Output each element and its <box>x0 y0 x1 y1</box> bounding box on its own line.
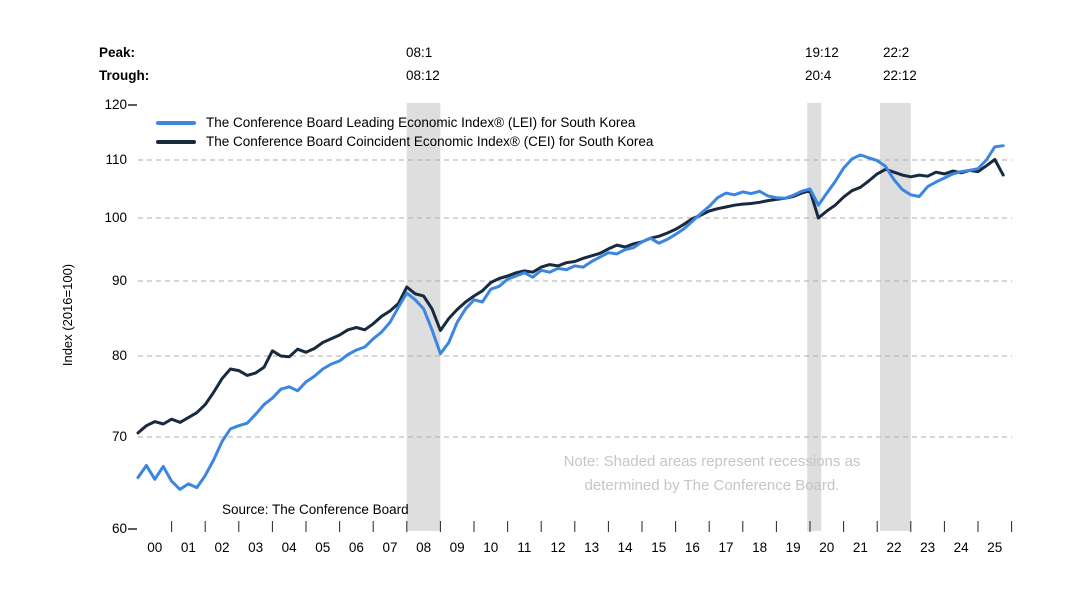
recession-note-line2: determined by The Conference Board. <box>584 476 840 494</box>
x-axis-label-24: 24 <box>953 540 969 555</box>
x-axis-label-06: 06 <box>348 540 364 555</box>
x-axis-label-05: 05 <box>315 540 331 555</box>
x-axis-label-15: 15 <box>651 540 667 555</box>
x-axis-label-19: 19 <box>785 540 801 555</box>
x-axis-label-20: 20 <box>819 540 835 555</box>
x-axis-label-22: 22 <box>886 540 902 555</box>
x-axis-label-07: 07 <box>382 540 398 555</box>
recession-trough-date: 08:12 <box>406 68 440 83</box>
y-axis-label-60: 60 <box>111 521 127 536</box>
lei-line-swatch <box>156 120 196 125</box>
x-axis-label-18: 18 <box>752 540 768 555</box>
y-axis-label-100: 100 <box>104 210 127 225</box>
x-axis-label-23: 23 <box>920 540 936 555</box>
recession-annotation-2008: 08:1 08:12 <box>406 41 440 87</box>
legend-row-cei: The Conference Board Coincident Economic… <box>156 132 653 151</box>
lei-legend-label: The Conference Board Leading Economic In… <box>206 115 636 130</box>
y-axis-label-90: 90 <box>111 273 127 288</box>
x-axis-label-10: 10 <box>483 540 499 555</box>
legend-row-lei: The Conference Board Leading Economic In… <box>156 113 653 132</box>
x-axis-label-03: 03 <box>248 540 264 555</box>
recession-note: Note: Shaded areas represent recessions … <box>564 450 861 497</box>
y-axis-label-80: 80 <box>111 348 127 363</box>
y-axis-label-120: 120 <box>104 97 127 112</box>
recession-peak-date: 19:12 <box>805 45 839 60</box>
recession-trough-date: 20:4 <box>805 68 832 83</box>
x-axis-label-17: 17 <box>718 540 734 555</box>
source-note: Source: The Conference Board <box>222 502 409 517</box>
recession-peak-date: 22:2 <box>883 45 910 60</box>
x-axis-label-02: 02 <box>214 540 230 555</box>
y-axis-label-70: 70 <box>111 429 127 444</box>
x-axis-label-16: 16 <box>684 540 700 555</box>
lei-line <box>136 144 1005 491</box>
recession-annotation-2022: 22:2 22:12 <box>883 41 917 87</box>
cei-legend-label: The Conference Board Coincident Economic… <box>206 134 654 149</box>
x-axis-label-14: 14 <box>617 540 633 555</box>
x-axis-label-13: 13 <box>584 540 600 555</box>
legend: The Conference Board Leading Economic In… <box>156 113 653 151</box>
x-axis-label-01: 01 <box>180 540 196 555</box>
cei-line <box>136 158 1005 435</box>
recession-note-line1: Note: Shaded areas represent recessions … <box>563 453 861 470</box>
y-axis-label-110: 110 <box>105 152 127 167</box>
x-axis-label-08: 08 <box>416 540 432 555</box>
x-axis-label-11: 11 <box>517 540 532 555</box>
recession-peak-date: 08:1 <box>406 45 433 60</box>
x-axis-label-21: 21 <box>852 540 868 555</box>
x-axis-label-12: 12 <box>550 540 566 555</box>
x-axis-label-25: 25 <box>987 540 1003 555</box>
recession-trough-date: 22:12 <box>883 68 917 83</box>
trough-header-label: Trough: <box>99 68 150 83</box>
peak-trough-header: Peak: Trough: <box>99 41 149 87</box>
recession-band-2 <box>807 103 822 531</box>
peak-header-label: Peak: <box>99 45 136 60</box>
y-axis-title: Index (2016=100) <box>60 263 75 367</box>
recession-annotation-2020: 19:12 20:4 <box>805 41 839 87</box>
cei-line-swatch <box>156 139 196 144</box>
x-axis-label-04: 04 <box>281 540 297 555</box>
x-axis-label-09: 09 <box>449 540 465 555</box>
x-axis-label-00: 00 <box>147 540 163 555</box>
